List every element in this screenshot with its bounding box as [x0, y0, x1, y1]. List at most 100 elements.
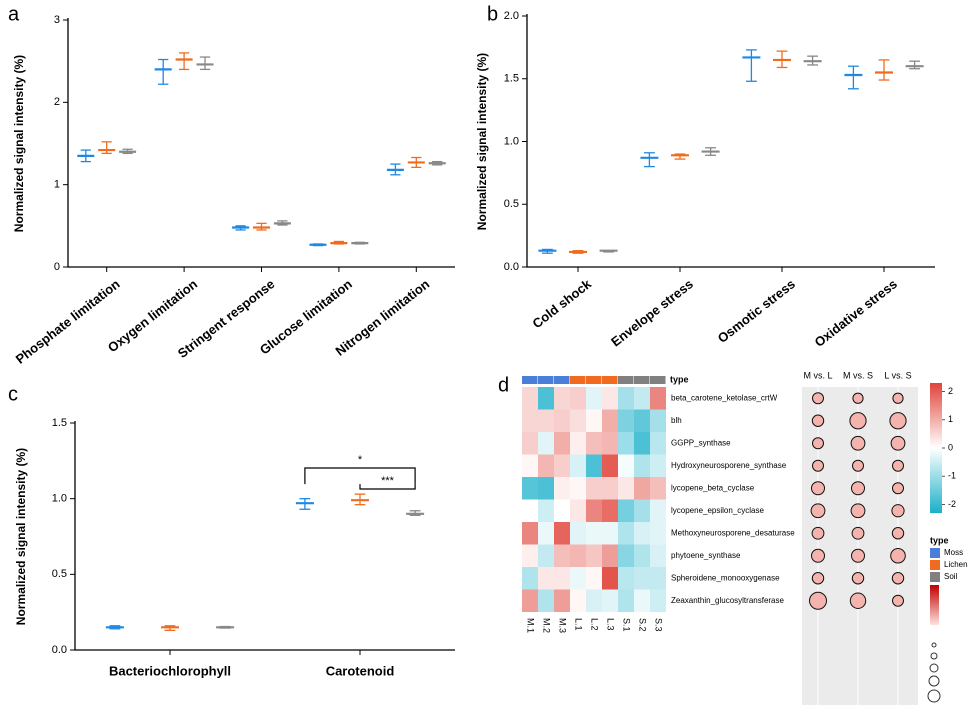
heat-cell [650, 589, 666, 612]
column-label: S.2 [638, 618, 648, 632]
y-tick-label: 0 [54, 261, 60, 273]
column-label: S.3 [654, 618, 664, 632]
type-strip [586, 376, 602, 384]
heat-cell [602, 499, 618, 522]
heat-cell [650, 387, 666, 410]
type-label: type [670, 374, 689, 384]
y-tick-label: 1.0 [52, 493, 67, 505]
dot [850, 503, 866, 519]
dot [892, 594, 904, 607]
colorbar-label: 0 [948, 442, 953, 452]
type-strip [538, 376, 554, 384]
heat-cell [554, 522, 570, 545]
legend-swatch [930, 548, 940, 558]
heat-cell [634, 567, 650, 590]
heat-cell [650, 544, 666, 567]
heat-cell [522, 409, 538, 432]
heat-cell [538, 522, 554, 545]
dot [891, 572, 905, 585]
significance-label: *** [381, 475, 395, 487]
heat-cell [522, 387, 538, 410]
dotplot-background [802, 387, 918, 705]
significance-bracket [359, 484, 416, 490]
y-tick-label: 0.0 [504, 261, 519, 273]
column-label: S.1 [622, 618, 632, 632]
heat-cell [554, 432, 570, 455]
heat-cell [538, 477, 554, 500]
heat-cell [602, 567, 618, 590]
panel-label: c [8, 383, 18, 405]
dot [811, 548, 825, 563]
row-label: beta_carotene_ketolase_crtW [671, 393, 778, 402]
dot [810, 503, 826, 519]
heat-cell [586, 522, 602, 545]
heat-cell [586, 387, 602, 410]
type-strip [634, 376, 650, 384]
heat-cell [618, 409, 634, 432]
colorbar-label: -2 [948, 499, 956, 509]
heat-cell [522, 522, 538, 545]
heat-cell [522, 544, 538, 567]
heat-cell [538, 499, 554, 522]
size-legend [927, 642, 941, 703]
heat-cell [618, 477, 634, 500]
heat-cell [586, 589, 602, 612]
panel-label: a [8, 3, 20, 25]
row-label: GGPP_synthase [671, 438, 731, 447]
heat-cell [586, 544, 602, 567]
dot [812, 392, 824, 405]
x-tick-label: Cold shock [530, 276, 595, 331]
heat-cell [554, 477, 570, 500]
heat-cell [554, 499, 570, 522]
heat-cell [634, 522, 650, 545]
column-label: M.1 [526, 618, 536, 633]
heat-cell [538, 567, 554, 590]
type-strip [650, 376, 666, 384]
heat-cell [570, 432, 586, 455]
significance-bracket [304, 467, 416, 485]
heat-cell [554, 544, 570, 567]
type-strip [522, 376, 538, 384]
x-tick-label: Osmotic stress [715, 276, 798, 346]
heat-cell [522, 454, 538, 477]
row-label: lycopene_beta_cyclase [671, 483, 755, 492]
heat-cell [570, 589, 586, 612]
panel-label: b [487, 3, 498, 25]
heat-cell [570, 454, 586, 477]
dot [851, 526, 865, 540]
heat-cell [650, 499, 666, 522]
dot [891, 504, 905, 518]
heat-cell [602, 432, 618, 455]
legend-swatch [930, 560, 940, 570]
heat-cell [522, 499, 538, 522]
heat-cell [570, 544, 586, 567]
heat-cell [618, 432, 634, 455]
y-tick-label: 0.0 [52, 644, 67, 656]
heat-cell [618, 567, 634, 590]
row-label: blh [671, 416, 682, 425]
column-header: M vs. S [843, 370, 873, 380]
column-label: L.1 [574, 618, 584, 631]
heat-cell [618, 544, 634, 567]
heat-cell [602, 409, 618, 432]
heat-cell [634, 499, 650, 522]
heat-cell [602, 387, 618, 410]
dot [891, 527, 905, 540]
colorbar-label: -1 [948, 471, 956, 481]
x-tick-label: Envelope stress [608, 276, 696, 349]
y-tick-label: 1.5 [504, 73, 519, 85]
colorbar-label: 2 [948, 386, 953, 396]
heat-cell [522, 477, 538, 500]
column-label: L.3 [606, 618, 616, 631]
type-strip [618, 376, 634, 384]
dot [811, 526, 825, 540]
heat-cell [554, 387, 570, 410]
heat-cell [570, 387, 586, 410]
column-header: M vs. L [803, 370, 832, 380]
heat-cell [618, 589, 634, 612]
legend-title: type [930, 535, 949, 545]
row-label: Spheroidene_monooxygenase [671, 573, 780, 582]
panel-label: d [498, 374, 509, 396]
heat-cell [634, 409, 650, 432]
